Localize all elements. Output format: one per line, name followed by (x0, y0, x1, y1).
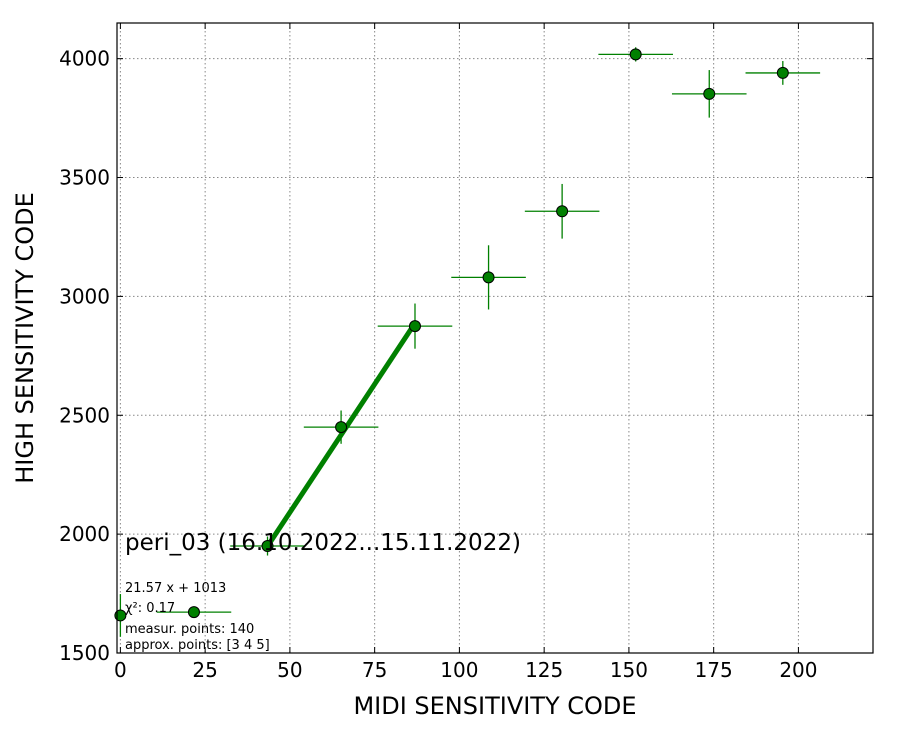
y-tick-label: 4000 (59, 47, 110, 71)
data-point (335, 421, 348, 434)
fit-equation: 21.57 x + 1013 (125, 581, 226, 596)
measured-points: measur. points: 140 (125, 622, 254, 637)
x-tick-label: 150 (610, 658, 648, 682)
y-tick-label: 2500 (59, 403, 110, 427)
approx-points: approx. points: [3 4 5] (125, 638, 270, 653)
x-tick-label: 50 (277, 658, 302, 682)
x-tick-label: 25 (192, 658, 217, 682)
y-tick-label: 1500 (59, 641, 110, 665)
chi-squared: χ²: 0.17 (125, 601, 175, 616)
axis-ticks: 0 25 50 75 100 125 150 175 200 1500 2000 2500 3000 35… (59, 23, 873, 682)
data-point (114, 609, 127, 622)
x-tick-label: 200 (779, 658, 817, 682)
plot-frame (116, 22, 874, 654)
data-points-group (114, 48, 789, 622)
x-axis-label: MIDI SENSITIVITY CODE (353, 692, 636, 720)
y-tick-label: 3000 (59, 284, 110, 308)
data-point (482, 271, 495, 284)
x-tick-label: 100 (440, 658, 478, 682)
x-tick-label: 75 (362, 658, 387, 682)
x-tick-label: 175 (695, 658, 733, 682)
y-tick-label: 3500 (59, 166, 110, 190)
data-point (187, 606, 200, 619)
chart-title: peri_03 (16.10.2022...15.11.2022) (125, 530, 521, 556)
x-tick-label: 125 (525, 658, 563, 682)
data-point (703, 87, 716, 100)
x-tick-label: 0 (114, 658, 127, 682)
data-point (408, 320, 421, 333)
y-tick-label: 2000 (59, 522, 110, 546)
data-point (629, 48, 642, 61)
grid (117, 23, 873, 654)
data-point (261, 540, 274, 553)
y-axis-label: HIGH SENSITIVITY CODE (11, 192, 39, 484)
data-point (556, 205, 569, 218)
data-point (776, 66, 789, 79)
